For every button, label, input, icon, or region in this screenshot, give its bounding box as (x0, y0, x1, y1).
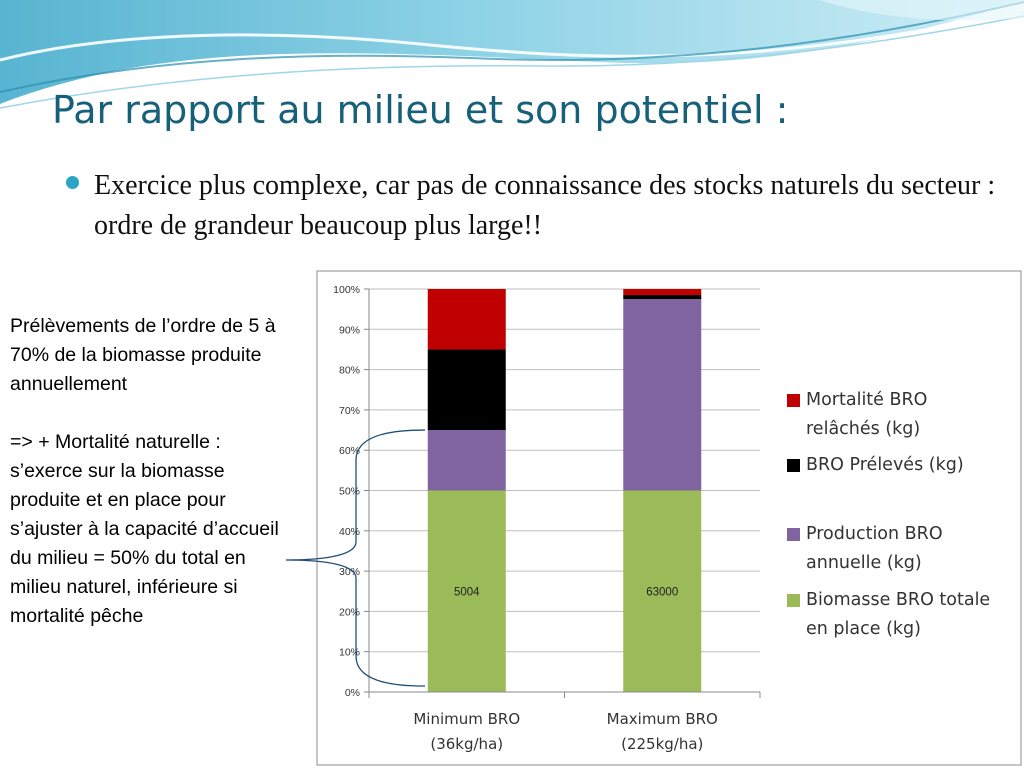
legend-label: Mortalité BRO (806, 390, 927, 410)
bar-segment (427, 430, 506, 491)
slide-header-waves (0, 0, 1024, 109)
y-tick-label: 40% (339, 526, 360, 538)
chart-legend: Mortalité BRO relâchés (kg) BRO Prélevés (… (787, 390, 990, 639)
y-tick-label: 60% (339, 445, 360, 457)
legend-label: en place (kg) (806, 619, 921, 639)
bar-segment (623, 299, 702, 491)
side-note-para-2: => + Mortalité naturelle : s’exerce sur … (10, 431, 279, 627)
legend-swatch (787, 459, 800, 472)
x-category-label: Maximum BRO (607, 710, 718, 728)
legend-label: annuelle (kg) (806, 553, 922, 573)
y-tick-label: 20% (339, 606, 360, 618)
slide-title: Par rapport au milieu et son potentiel : (52, 88, 789, 132)
legend-label: relâchés (kg) (806, 419, 920, 439)
legend-label: BRO Prélevés (kg) (806, 455, 964, 475)
x-category-label: (36kg/ha) (430, 735, 503, 753)
bar-segment (623, 295, 702, 300)
legend-swatch (787, 394, 800, 407)
y-tick-label: 0% (345, 687, 360, 699)
side-note-bracket (285, 429, 426, 687)
x-category-label: (225kg/ha) (621, 735, 703, 753)
y-tick-label: 30% (339, 566, 360, 578)
data-label: 63000 (646, 586, 678, 598)
y-tick-label: 50% (339, 486, 360, 498)
y-tick-label: 70% (339, 405, 360, 417)
bullet-text: Exercice plus complexe, car pas de conna… (94, 170, 996, 241)
legend-swatch (787, 594, 800, 607)
y-tick-label: 10% (339, 647, 360, 659)
bullet-dot-icon (66, 176, 79, 189)
bar-segment (623, 289, 702, 296)
x-category-label: Minimum BRO (413, 710, 520, 728)
chart-axes: 0% 10% 20% 30% 40% 50% 60% 70% 80% 90% 100% Minimum… (333, 284, 761, 753)
bar-segment (623, 490, 702, 692)
legend-swatch (787, 528, 800, 541)
y-tick-label: 90% (339, 324, 360, 336)
data-label: 5004 (454, 586, 480, 598)
legend-label: Biomasse BRO totale (806, 590, 990, 610)
side-note: Prélèvements de l’ordre de 5 à 70% de la… (10, 312, 280, 631)
y-tick-label: 100% (333, 284, 360, 296)
bar-segment (427, 490, 506, 692)
bullet-item: Exercice plus complexe, car pas de conna… (66, 166, 1006, 246)
legend-label: Production BRO (806, 524, 943, 544)
bar-segment (427, 289, 506, 350)
side-note-para-1: Prélèvements de l’ordre de 5 à 70% de la… (10, 315, 276, 395)
bar-segment (427, 349, 506, 431)
y-tick-label: 80% (339, 365, 360, 377)
chart-bars: 5004 63000 (427, 289, 702, 692)
bracket-line (285, 429, 426, 687)
